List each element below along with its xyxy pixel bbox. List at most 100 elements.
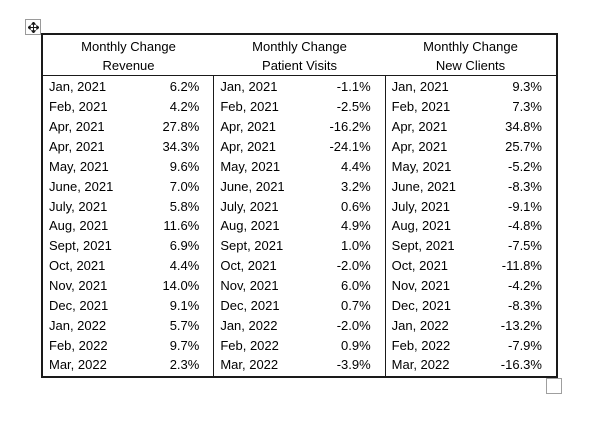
value-cell[interactable]: 4.2% bbox=[169, 99, 200, 115]
month-cell[interactable]: Mar, 2022 bbox=[391, 357, 450, 373]
value-cell[interactable]: 1.0% bbox=[341, 238, 371, 254]
value-cell[interactable]: -7.9% bbox=[508, 337, 542, 353]
month-cell[interactable]: Oct, 2021 bbox=[49, 258, 106, 274]
month-cell[interactable]: Mar, 2022 bbox=[49, 357, 107, 373]
month-cell[interactable]: Sept, 2021 bbox=[220, 238, 284, 254]
month-cell[interactable]: June, 2021 bbox=[391, 178, 456, 194]
value-cell[interactable]: 4.4% bbox=[341, 158, 371, 174]
value-cell[interactable]: -13.2% bbox=[500, 317, 542, 333]
value-cell[interactable]: 7.0% bbox=[169, 178, 200, 194]
value-cell[interactable]: -8.3% bbox=[508, 297, 542, 313]
value-cell[interactable]: 9.1% bbox=[169, 297, 200, 313]
month-cell[interactable]: Aug, 2021 bbox=[391, 218, 451, 234]
table-row: Feb, 2021 -2.5% bbox=[214, 97, 384, 117]
value-cell[interactable]: -8.3% bbox=[508, 178, 542, 194]
value-cell[interactable]: -16.2% bbox=[329, 119, 371, 135]
value-cell[interactable]: -7.5% bbox=[508, 238, 542, 254]
value-cell[interactable]: 3.2% bbox=[341, 178, 371, 194]
month-cell[interactable]: Feb, 2022 bbox=[220, 337, 279, 353]
month-cell[interactable]: Jan, 2022 bbox=[220, 317, 278, 333]
value-cell[interactable]: 9.3% bbox=[512, 79, 542, 95]
month-cell[interactable]: Jan, 2022 bbox=[391, 317, 449, 333]
value-cell[interactable]: 6.2% bbox=[169, 79, 200, 95]
value-cell[interactable]: -2.5% bbox=[336, 99, 371, 115]
header-cell-patient-visits[interactable]: Monthly Change Patient Visits bbox=[214, 35, 385, 75]
month-cell[interactable]: Sept, 2021 bbox=[391, 238, 455, 254]
value-cell[interactable]: 6.9% bbox=[169, 238, 200, 254]
month-cell[interactable]: Mar, 2022 bbox=[220, 357, 279, 373]
value-cell[interactable]: 34.8% bbox=[505, 119, 542, 135]
value-cell[interactable]: 4.9% bbox=[341, 218, 371, 234]
value-cell[interactable]: 7.3% bbox=[512, 99, 542, 115]
header-cell-revenue[interactable]: Monthly Change Revenue bbox=[43, 35, 214, 75]
month-cell[interactable]: Jan, 2021 bbox=[391, 79, 449, 95]
month-cell[interactable]: May, 2021 bbox=[49, 158, 109, 174]
value-cell[interactable]: -11.8% bbox=[501, 258, 542, 274]
value-cell[interactable]: 9.7% bbox=[169, 337, 200, 353]
month-cell[interactable]: Feb, 2022 bbox=[49, 337, 108, 353]
month-cell[interactable]: Sept, 2021 bbox=[49, 238, 112, 254]
month-cell[interactable]: Dec, 2021 bbox=[220, 297, 280, 313]
month-cell[interactable]: May, 2021 bbox=[391, 158, 452, 174]
value-cell[interactable]: 11.6% bbox=[163, 218, 200, 234]
value-cell[interactable]: -2.0% bbox=[336, 317, 371, 333]
value-cell[interactable]: -24.1% bbox=[329, 139, 371, 154]
month-cell[interactable]: Jan, 2022 bbox=[49, 317, 107, 333]
month-cell[interactable]: Aug, 2021 bbox=[220, 218, 280, 234]
month-cell[interactable]: June, 2021 bbox=[220, 178, 285, 194]
month-cell[interactable]: Dec, 2021 bbox=[391, 297, 451, 313]
month-cell[interactable]: Oct, 2021 bbox=[220, 258, 277, 274]
table-row: June, 2021 3.2% bbox=[214, 176, 384, 196]
header-cell-new-clients[interactable]: Monthly Change New Clients bbox=[385, 35, 556, 75]
table-move-handle[interactable] bbox=[25, 19, 41, 35]
value-cell[interactable]: 27.8% bbox=[162, 119, 200, 135]
value-cell[interactable]: 0.9% bbox=[341, 337, 371, 353]
month-cell[interactable]: Oct, 2021 bbox=[391, 258, 449, 274]
table-row: Jan, 2022 -2.0% bbox=[214, 315, 384, 335]
table-resize-handle[interactable] bbox=[546, 378, 562, 394]
month-cell[interactable]: Apr, 2021 bbox=[220, 119, 276, 135]
month-cell[interactable]: May, 2021 bbox=[220, 158, 281, 174]
month-cell[interactable]: June, 2021 bbox=[49, 178, 114, 194]
value-cell[interactable]: 2.3% bbox=[169, 357, 200, 373]
value-cell[interactable]: 0.6% bbox=[341, 198, 371, 214]
month-cell[interactable]: Feb, 2021 bbox=[391, 99, 451, 115]
month-cell[interactable]: Apr, 2021 bbox=[391, 119, 448, 135]
month-cell[interactable]: Feb, 2021 bbox=[49, 99, 108, 115]
value-cell[interactable]: -16.3% bbox=[500, 357, 542, 373]
value-cell[interactable]: 5.7% bbox=[169, 317, 200, 333]
value-cell[interactable]: 4.4% bbox=[169, 258, 200, 274]
value-cell[interactable]: -5.2% bbox=[508, 158, 542, 174]
month-cell[interactable]: July, 2021 bbox=[391, 198, 450, 214]
month-cell[interactable]: Jan, 2021 bbox=[49, 79, 107, 95]
value-cell[interactable]: 6.0% bbox=[341, 278, 371, 294]
month-cell[interactable]: Nov, 2021 bbox=[49, 278, 108, 294]
month-cell[interactable]: Apr, 2021 bbox=[49, 139, 105, 154]
month-cell[interactable]: Apr, 2021 bbox=[220, 139, 276, 154]
value-cell[interactable]: -9.1% bbox=[508, 198, 542, 214]
month-cell[interactable]: Dec, 2021 bbox=[49, 297, 109, 313]
value-cell[interactable]: 14.0% bbox=[162, 278, 200, 294]
value-cell[interactable]: 9.6% bbox=[169, 158, 200, 174]
value-cell[interactable]: -2.0% bbox=[336, 258, 371, 274]
value-cell[interactable]: -4.2% bbox=[508, 278, 542, 294]
month-cell[interactable]: July, 2021 bbox=[220, 198, 279, 214]
header-title: Monthly Change bbox=[252, 39, 347, 54]
value-cell[interactable]: -1.1% bbox=[336, 79, 371, 95]
value-cell[interactable]: -3.9% bbox=[336, 357, 371, 373]
value-cell[interactable]: 25.7% bbox=[505, 139, 542, 154]
value-cell[interactable]: 34.3% bbox=[162, 139, 200, 154]
value-cell[interactable]: -4.8% bbox=[508, 218, 542, 234]
table-body: Jan, 2021 6.2% Feb, 2021 4.2% Apr, 2021 … bbox=[43, 76, 556, 376]
value-cell[interactable]: 0.7% bbox=[341, 297, 371, 313]
value-cell[interactable]: 5.8% bbox=[169, 198, 200, 214]
month-cell[interactable]: Aug, 2021 bbox=[49, 218, 109, 234]
month-cell[interactable]: Feb, 2021 bbox=[220, 99, 279, 115]
month-cell[interactable]: Jan, 2021 bbox=[220, 79, 278, 95]
month-cell[interactable]: Nov, 2021 bbox=[220, 278, 279, 294]
month-cell[interactable]: Apr, 2021 bbox=[391, 139, 448, 154]
month-cell[interactable]: July, 2021 bbox=[49, 198, 108, 214]
month-cell[interactable]: Feb, 2022 bbox=[391, 337, 451, 353]
month-cell[interactable]: Apr, 2021 bbox=[49, 119, 105, 135]
month-cell[interactable]: Nov, 2021 bbox=[391, 278, 450, 294]
